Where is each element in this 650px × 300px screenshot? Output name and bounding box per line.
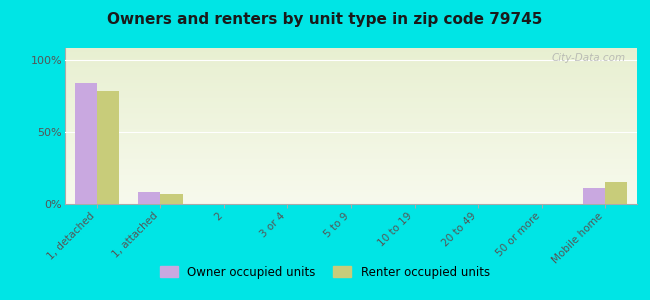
Bar xyxy=(583,188,605,204)
Bar xyxy=(97,91,119,204)
Text: Owners and renters by unit type in zip code 79745: Owners and renters by unit type in zip c… xyxy=(107,12,543,27)
Text: City-Data.com: City-Data.com xyxy=(551,53,625,63)
Bar xyxy=(605,182,627,204)
Bar xyxy=(75,83,97,204)
Legend: Owner occupied units, Renter occupied units: Owner occupied units, Renter occupied un… xyxy=(157,262,493,282)
Bar xyxy=(138,192,161,204)
Bar xyxy=(161,194,183,204)
